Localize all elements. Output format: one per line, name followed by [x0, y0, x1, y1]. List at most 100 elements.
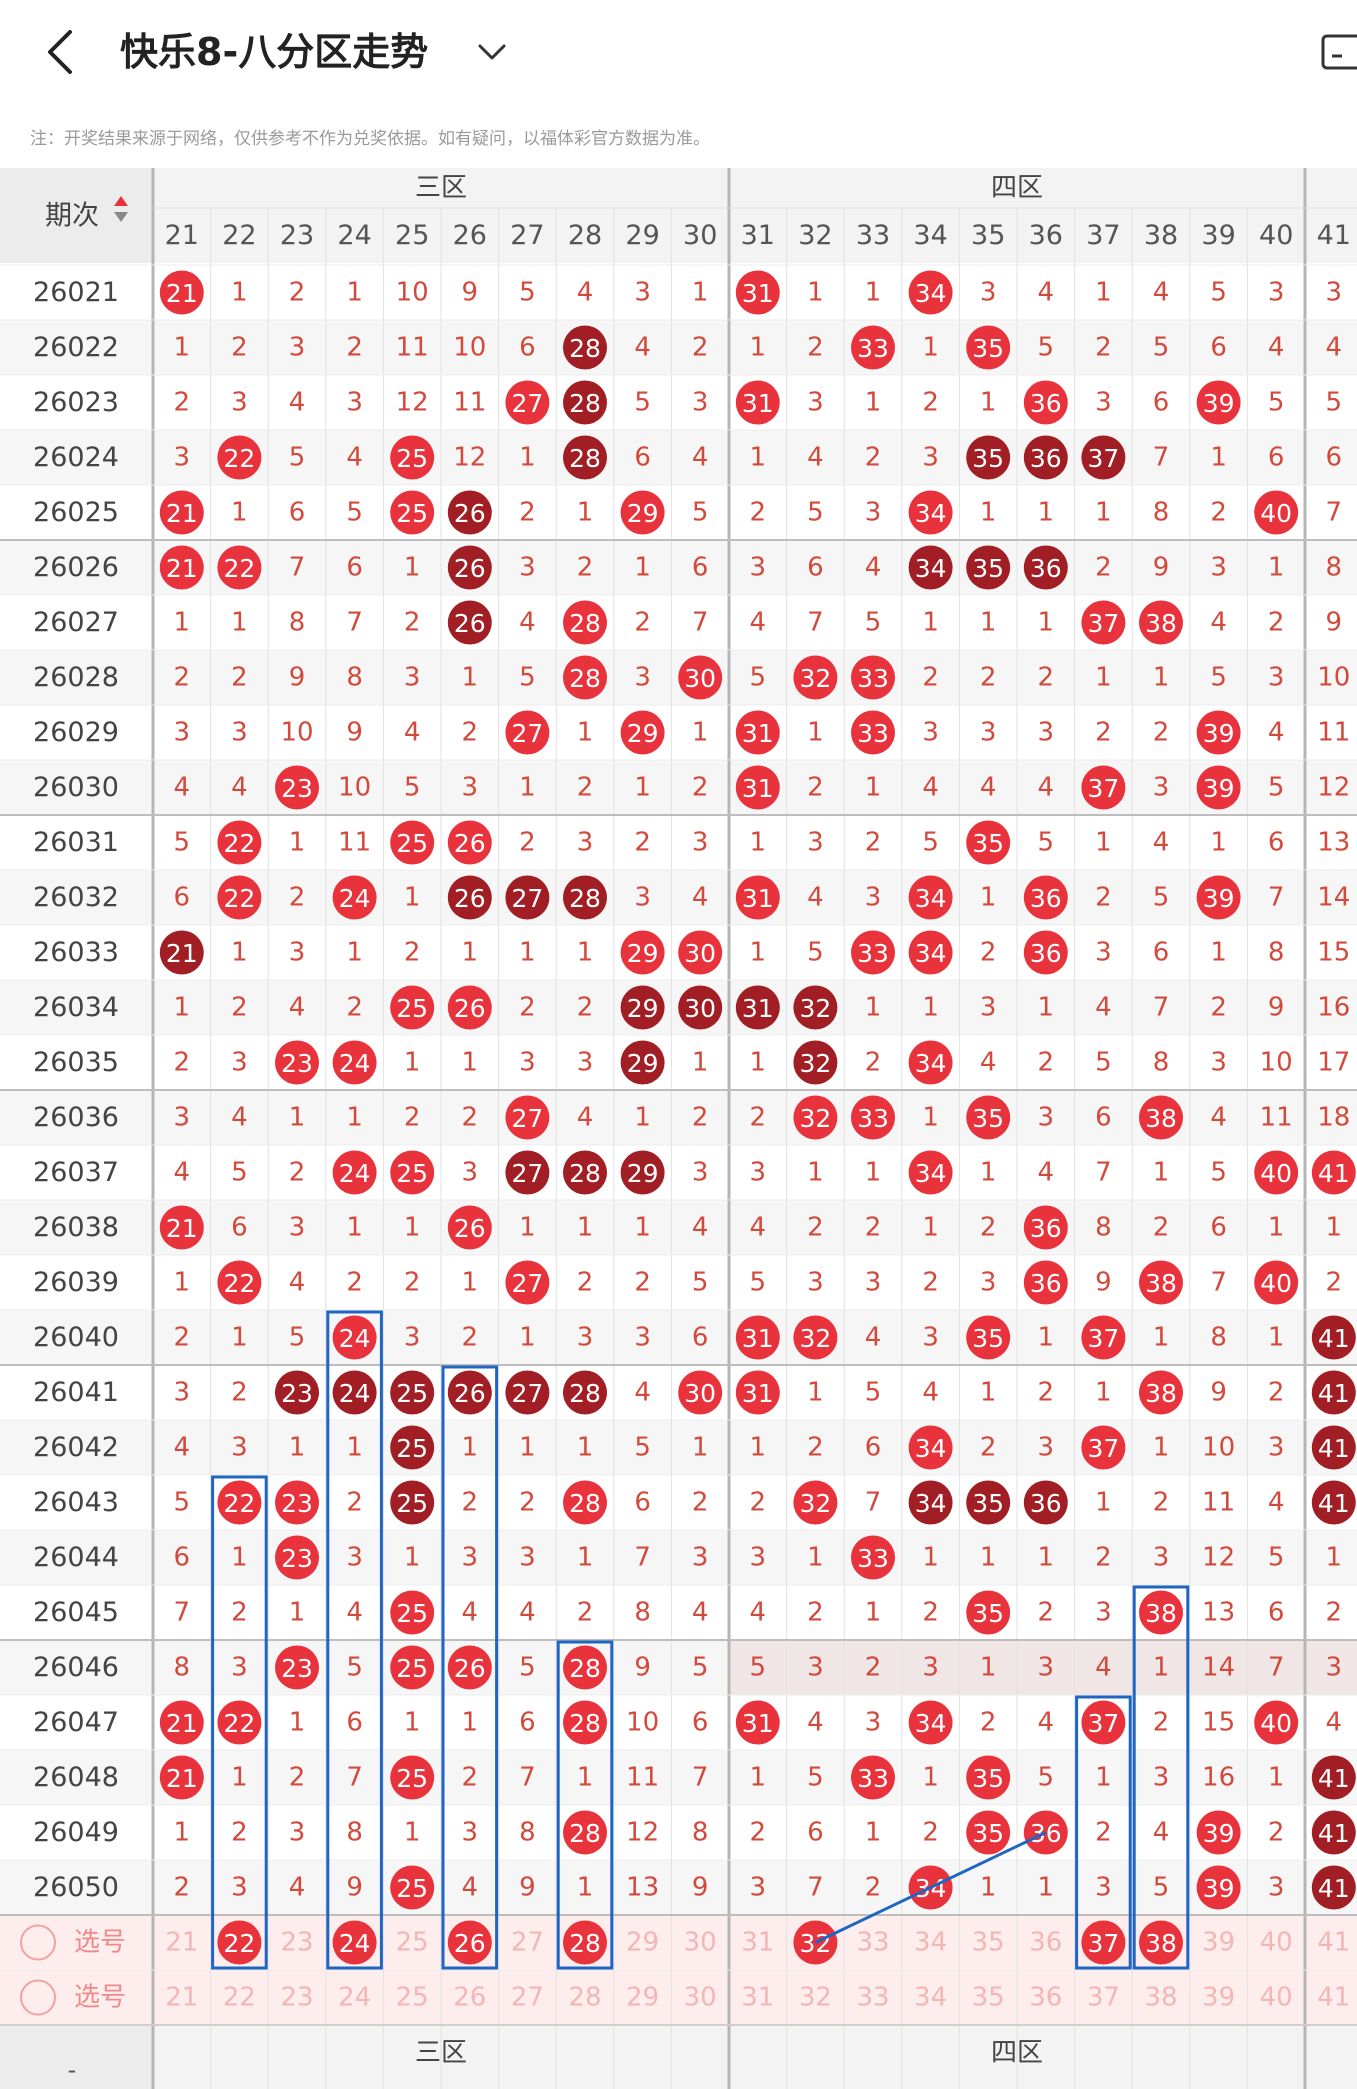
miss-count: 1 — [1095, 1488, 1112, 1518]
draw-ball — [505, 1260, 550, 1305]
draw-ball — [1139, 1260, 1183, 1305]
draw-ball — [563, 325, 607, 370]
miss-count: 2 — [1268, 1378, 1285, 1408]
select-number: 25 — [396, 1928, 429, 1958]
ball-number: 35 — [972, 1599, 1004, 1628]
annotation-line — [814, 1831, 1047, 1944]
miss-count: 6 — [692, 1323, 709, 1353]
ball-number: 28 — [569, 884, 601, 913]
back-button[interactable] — [38, 24, 88, 80]
miss-count: 1 — [519, 1213, 536, 1243]
miss-count: 1 — [865, 1158, 882, 1188]
miss-count: 1 — [1153, 1158, 1170, 1188]
miss-count: 4 — [1095, 1653, 1112, 1683]
ball-number: 24 — [339, 884, 371, 913]
miss-count: 2 — [289, 278, 306, 308]
miss-count: 3 — [231, 1873, 248, 1903]
miss-count: 1 — [1326, 1213, 1343, 1243]
miss-count: 3 — [289, 333, 306, 363]
miss-count: 3 — [1038, 1653, 1055, 1683]
miss-count: 9 — [519, 1873, 536, 1903]
draw-ball — [505, 1150, 550, 1195]
draw-ball — [908, 1425, 953, 1470]
miss-count: 5 — [750, 1268, 767, 1298]
miss-count: 1 — [922, 1543, 939, 1573]
miss-count: 1 — [865, 388, 882, 418]
draw-ball — [505, 710, 550, 755]
ball-number: 28 — [569, 1654, 601, 1683]
miss-count: 2 — [1326, 1598, 1343, 1628]
miss-count: 5 — [1038, 828, 1055, 858]
miss-count: 3 — [231, 718, 248, 748]
miss-count: 1 — [231, 498, 248, 528]
miss-count: 6 — [807, 553, 824, 583]
miss-count: 5 — [289, 1323, 306, 1353]
miss-count: 6 — [634, 1488, 651, 1518]
miss-count: 6 — [807, 1818, 824, 1848]
ball-number: 25 — [396, 1874, 428, 1903]
miss-count: 4 — [231, 773, 248, 803]
miss-count: 1 — [692, 1433, 709, 1463]
miss-count: 16 — [1202, 1763, 1235, 1793]
ball-number: 40 — [1260, 499, 1292, 528]
ball-number: 23 — [281, 774, 313, 803]
miss-count: 3 — [231, 1653, 248, 1683]
ball-number: 27 — [511, 1379, 543, 1408]
miss-count: 12 — [1202, 1543, 1235, 1573]
miss-count: 2 — [1095, 333, 1112, 363]
miss-count: 3 — [1326, 278, 1343, 308]
miss-count: 10 — [396, 278, 429, 308]
select-label: 选号 — [74, 1928, 126, 1958]
ball-number: 26 — [454, 1379, 486, 1408]
period-cell: 26040 — [33, 1322, 119, 1353]
miss-count: 5 — [519, 1653, 536, 1683]
ball-number: 34 — [915, 499, 947, 528]
device-button[interactable] — [1318, 30, 1357, 74]
miss-count: 5 — [1268, 773, 1285, 803]
column-number: 26 — [453, 220, 487, 251]
draw-ball — [390, 1150, 435, 1195]
ball-number: 22 — [223, 1269, 255, 1298]
miss-count: 4 — [1210, 1103, 1227, 1133]
draw-ball — [735, 710, 780, 755]
draw-ball — [735, 1370, 780, 1415]
select-number: 36 — [1029, 1983, 1062, 2013]
miss-count: 3 — [980, 718, 997, 748]
select-number: 27 — [511, 1928, 544, 1958]
miss-count: 2 — [922, 1818, 939, 1848]
miss-count: 2 — [1038, 1378, 1055, 1408]
ball-number: 24 — [339, 1049, 371, 1078]
miss-count: 11 — [1317, 718, 1350, 748]
draw-ball — [1196, 1810, 1241, 1855]
miss-count: 3 — [922, 1653, 939, 1683]
miss-count: 7 — [807, 1873, 824, 1903]
miss-count: 2 — [922, 1268, 939, 1298]
miss-count: 10 — [626, 1708, 659, 1738]
ball-number: 39 — [1203, 774, 1235, 803]
ball-number: 35 — [972, 1764, 1004, 1793]
miss-count: 18 — [1317, 1103, 1350, 1133]
miss-count: 5 — [231, 1158, 248, 1188]
draw-ball — [563, 1700, 607, 1745]
draw-ball — [563, 875, 607, 920]
title-dropdown-button[interactable] — [472, 30, 512, 74]
miss-count: 4 — [634, 333, 651, 363]
period-cell: 26048 — [33, 1762, 119, 1793]
miss-count: 13 — [1202, 1598, 1235, 1628]
miss-count: 4 — [807, 443, 824, 473]
miss-count: 2 — [980, 938, 997, 968]
miss-count: 3 — [865, 498, 882, 528]
annotation-box — [441, 1365, 499, 1970]
miss-count: 3 — [692, 388, 709, 418]
miss-count: 16 — [1317, 993, 1350, 1023]
ball-number: 26 — [454, 554, 486, 583]
ball-number: 36 — [1030, 884, 1062, 913]
ball-number: 23 — [281, 1544, 313, 1573]
miss-count: 2 — [289, 883, 306, 913]
miss-count: 4 — [750, 1598, 767, 1628]
draw-ball — [275, 1370, 319, 1415]
ball-number: 21 — [166, 499, 198, 528]
miss-count: 3 — [1038, 1433, 1055, 1463]
ball-number: 34 — [915, 1049, 947, 1078]
miss-count: 5 — [1153, 883, 1170, 913]
